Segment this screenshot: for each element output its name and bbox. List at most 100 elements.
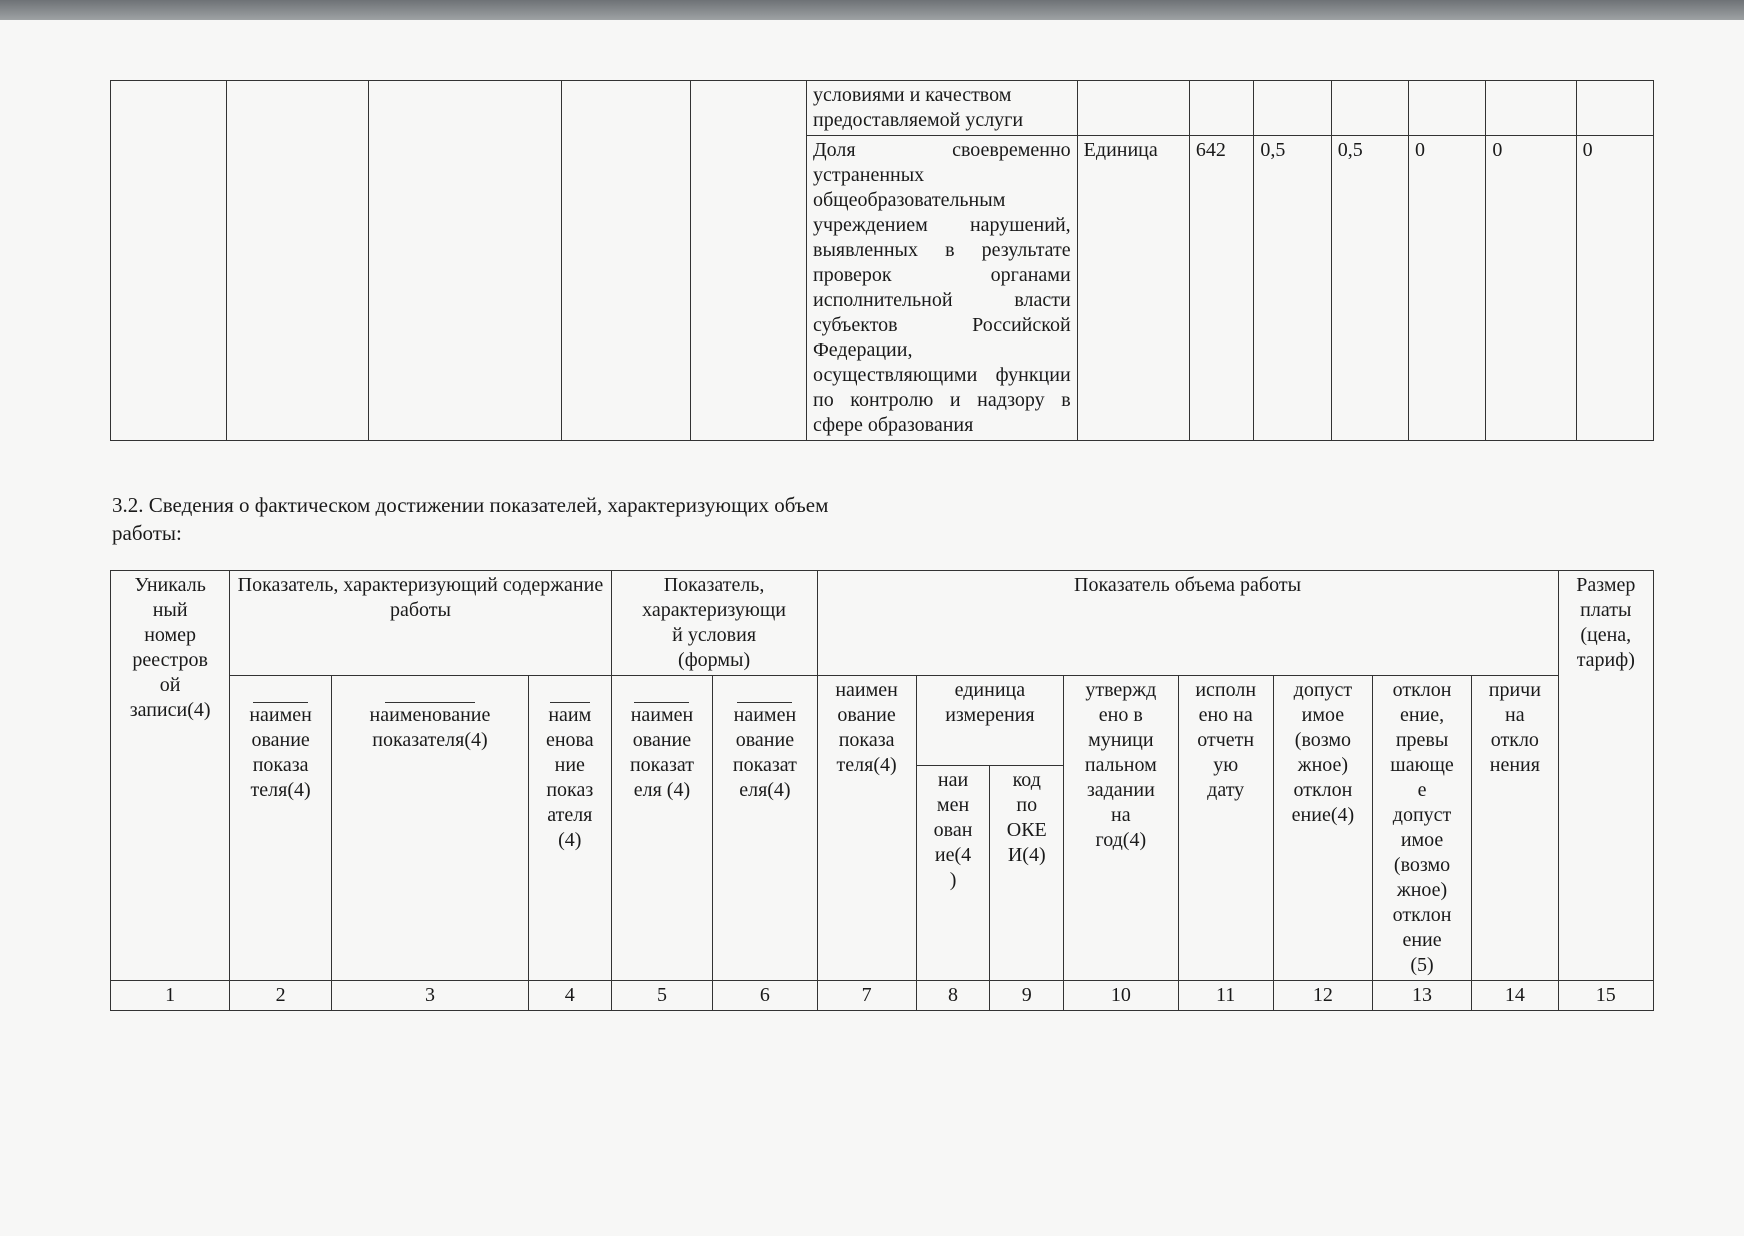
- header-text: ование: [837, 704, 895, 726]
- header-text: ателя: [547, 804, 592, 826]
- col-number: 15: [1558, 980, 1653, 1010]
- col-number: 3: [331, 980, 528, 1010]
- header-text: допуст: [1393, 804, 1452, 826]
- header-text: Уникаль: [134, 574, 205, 596]
- value-cell: 0,5: [1331, 136, 1408, 441]
- header-text: показ: [546, 779, 593, 801]
- header-text: ение,: [1400, 704, 1444, 726]
- header-text: причи: [1489, 679, 1541, 701]
- header-text: имое: [1401, 829, 1443, 851]
- table-volume-indicators: Уникаль ный номер реестров ой записи(4) …: [110, 570, 1654, 1011]
- header-text: (4): [558, 829, 581, 851]
- col-number: 12: [1273, 980, 1372, 1010]
- header-row: наимен ование показа теля(4) наименовани…: [111, 675, 1654, 766]
- col-number: 13: [1372, 980, 1471, 1010]
- col-header: код по ОКЕ И(4): [990, 766, 1064, 980]
- header-text: еля (4): [634, 779, 690, 801]
- section-title-line: работы:: [112, 521, 182, 545]
- header-text: ование: [633, 729, 691, 751]
- header-text: И(4): [1008, 844, 1046, 866]
- header-text: показат: [630, 754, 694, 776]
- header-text: задании: [1087, 779, 1155, 801]
- value-cell: 0: [1576, 136, 1653, 441]
- value-cell: 0,5: [1254, 136, 1331, 441]
- col-number: 7: [817, 980, 916, 1010]
- header-text: енова: [546, 729, 594, 751]
- section-title: 3.2. Сведения о фактическом достижении п…: [112, 491, 1654, 548]
- header-text: ие(4: [935, 844, 971, 866]
- header-text: нения: [1490, 754, 1540, 776]
- value-cell: 0: [1409, 136, 1486, 441]
- header-text: (5): [1410, 954, 1433, 976]
- col-header: единица измерения: [916, 675, 1063, 766]
- col-header: Показатель объема работы: [817, 570, 1558, 675]
- header-text: наим: [548, 704, 591, 726]
- header-text: показа: [253, 754, 309, 776]
- col-number: 10: [1064, 980, 1178, 1010]
- header-text: теля(4): [251, 779, 311, 801]
- header-text: наимен: [249, 704, 312, 726]
- col-header: наимен ование показат еля(4): [713, 675, 817, 980]
- header-text: ование: [736, 729, 794, 751]
- header-text: отклон: [1393, 904, 1452, 926]
- indicator-cell: условиями и качеством предоставляемой ус…: [807, 81, 1078, 136]
- table-row: условиями и качеством предоставляемой ус…: [111, 81, 1654, 136]
- header-text: е: [1418, 779, 1427, 801]
- header-text: й условия: [672, 624, 756, 646]
- unit-cell: Единица: [1077, 136, 1189, 441]
- header-text: наимен: [631, 704, 694, 726]
- header-text: ОКЕ: [1007, 819, 1047, 841]
- col-number: 5: [611, 980, 713, 1010]
- header-text: ено в: [1099, 704, 1143, 726]
- header-text: ение(4): [1292, 804, 1354, 826]
- header-text: Размер: [1576, 574, 1635, 596]
- header-text: еля(4): [739, 779, 790, 801]
- header-text: шающе: [1390, 754, 1454, 776]
- header-text: ение: [1402, 929, 1441, 951]
- header-text: жное): [1298, 754, 1348, 776]
- header-text: на: [1111, 804, 1131, 826]
- col-header: Уникаль ный номер реестров ой записи(4): [111, 570, 230, 980]
- header-text: платы: [1580, 599, 1631, 621]
- col-header: Показатель, характеризующий содержание р…: [230, 570, 611, 675]
- col-number: 11: [1178, 980, 1273, 1010]
- header-text: наимен: [835, 679, 898, 701]
- section-title-line: 3.2. Сведения о фактическом достижении п…: [112, 493, 828, 517]
- header-text: ние: [555, 754, 585, 776]
- col-header: наи мен ован ие(4 ): [916, 766, 990, 980]
- header-text: наимен: [734, 704, 797, 726]
- col-header: утвержд ено в муници пальном задании на …: [1064, 675, 1178, 980]
- col-header: наимен ование показа теля(4): [817, 675, 916, 980]
- header-text: мен: [937, 794, 969, 816]
- header-text: теля(4): [837, 754, 897, 776]
- header-text: Показатель,: [664, 574, 765, 596]
- col-number: 2: [230, 980, 332, 1010]
- header-text: откло: [1491, 729, 1539, 751]
- header-text: показа: [839, 729, 895, 751]
- header-text: номер: [144, 624, 196, 646]
- header-text: (цена,: [1580, 624, 1631, 646]
- header-text: ой: [160, 674, 181, 696]
- header-text: год(4): [1096, 829, 1147, 851]
- header-text: записи(4): [130, 699, 211, 721]
- col-header: допуст имое (возмо жное) отклон ение(4): [1273, 675, 1372, 980]
- header-text: (возмо: [1295, 729, 1351, 751]
- table-upper: условиями и качеством предоставляемой ус…: [110, 80, 1654, 441]
- header-text: ован: [934, 819, 973, 841]
- header-text: ный: [153, 599, 188, 621]
- header-text: отклон: [1393, 679, 1452, 701]
- header-text: по: [1016, 794, 1037, 816]
- code-cell: 642: [1189, 136, 1253, 441]
- col-header: отклон ение, превы шающе е допуст имое (…: [1372, 675, 1471, 980]
- header-text: характеризующи: [642, 599, 786, 621]
- header-text: (возмо: [1394, 854, 1450, 876]
- col-header: наим енова ние показ ателя (4): [528, 675, 611, 980]
- col-number: 8: [916, 980, 990, 1010]
- header-text: ено на: [1199, 704, 1253, 726]
- header-text: отклон: [1293, 779, 1352, 801]
- col-header: Показатель, характеризующи й условия (фо…: [611, 570, 817, 675]
- col-header: наимен ование показат еля (4): [611, 675, 713, 980]
- header-text: ): [950, 869, 957, 891]
- header-text: наименование показателя(4): [370, 704, 491, 751]
- header-text: допуст: [1294, 679, 1353, 701]
